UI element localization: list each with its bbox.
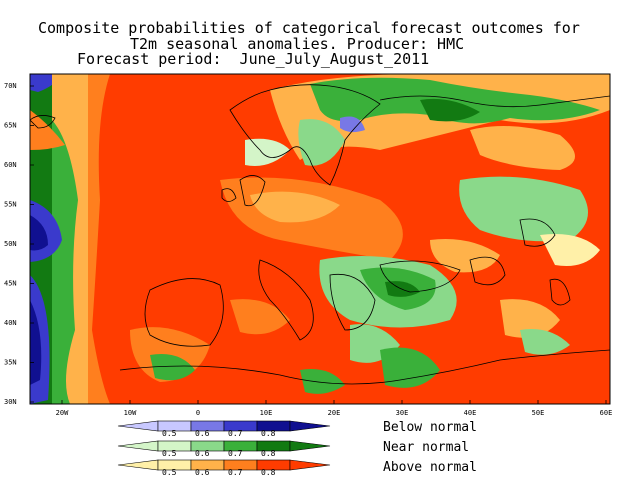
lat-label: 60N [4, 161, 17, 169]
legend-tick-label: 0.8 [261, 429, 276, 438]
legend: 0.5 0.6 0.7 0.8 0.5 0.6 0.7 0.8 0.5 0.6 0.7 0.8 [117, 420, 331, 477]
legend-below-left-tip [117, 420, 159, 432]
title-line-2: T2m seasonal anomalies. Producer: HMC [130, 35, 465, 53]
legend-tick-label: 0.5 [162, 468, 177, 477]
legend-tick-label: 0.6 [195, 429, 210, 438]
legend-above-left-tip [117, 459, 159, 471]
lat-label: 65N [4, 122, 17, 130]
legend-tick-label: 0.8 [261, 449, 276, 458]
lon-label: 40E [464, 409, 477, 417]
legend-near-normal-label: Near normal [383, 440, 470, 455]
lat-label: 45N [4, 280, 17, 288]
latitude-labels: 70N 65N 60N 55N 50N 45N 40N 35N 30N [4, 82, 34, 406]
lon-label: 10W [124, 409, 137, 417]
lon-label: 20E [328, 409, 341, 417]
map-frame [29, 73, 611, 405]
lat-label: 70N [4, 82, 17, 90]
lon-label: 0 [196, 409, 200, 417]
title-line-1: Composite probabilities of categorical f… [38, 19, 580, 37]
legend-below-normal-label: Below normal [383, 420, 477, 435]
legend-near-left-tip [117, 440, 159, 452]
lon-label: 60E [600, 409, 613, 417]
legend-tick-label: 0.6 [195, 449, 210, 458]
legend-tick-label: 0.7 [228, 429, 243, 438]
lon-label: 10E [260, 409, 273, 417]
legend-tick-label: 0.7 [228, 449, 243, 458]
coastlines [30, 84, 610, 385]
lat-label: 50N [4, 240, 17, 248]
longitude-labels: 20W 10W 0 10E 20E 30E 40E 50E 60E [56, 400, 613, 417]
lat-label: 55N [4, 201, 17, 209]
lat-label: 30N [4, 398, 17, 406]
legend-tick-label: 0.5 [162, 449, 177, 458]
lon-label: 30E [396, 409, 409, 417]
legend-above-right-tip [289, 459, 331, 471]
lat-label: 35N [4, 359, 17, 367]
lat-label: 40N [4, 319, 17, 327]
legend-tick-label: 0.6 [195, 468, 210, 477]
legend-near-right-tip [289, 440, 331, 452]
lon-label: 20W [56, 409, 69, 417]
title-line-3: Forecast period: June_July_August_2011 [77, 50, 430, 68]
legend-tick-label: 0.7 [228, 468, 243, 477]
legend-tick-label: 0.8 [261, 468, 276, 477]
legend-above-normal-label: Above normal [383, 460, 477, 475]
legend-tick-label: 0.5 [162, 429, 177, 438]
map-field [30, 74, 610, 404]
lon-label: 50E [532, 409, 545, 417]
legend-below-right-tip [289, 420, 331, 432]
